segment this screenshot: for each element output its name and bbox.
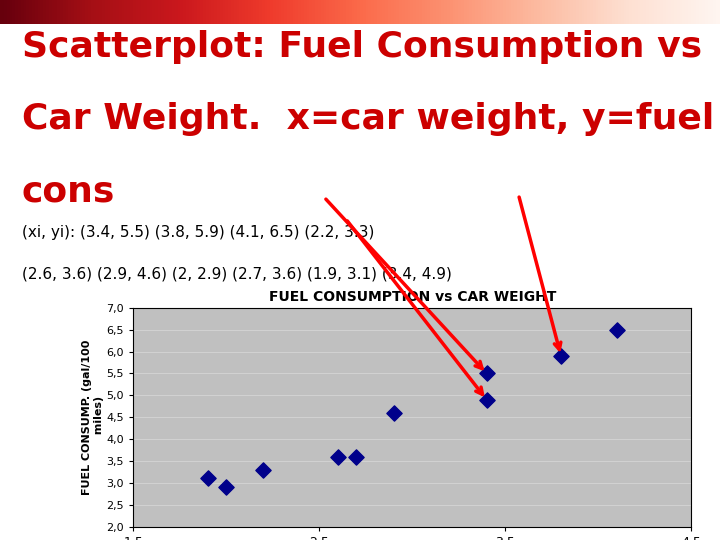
Point xyxy=(220,483,232,491)
Point xyxy=(555,352,567,360)
Text: (xi, yi): (3.4, 5.5) (3.8, 5.9) (4.1, 6.5) (2.2, 3.3): (xi, yi): (3.4, 5.5) (3.8, 5.9) (4.1, 6.… xyxy=(22,225,374,240)
Text: (2.6, 3.6) (2.9, 4.6) (2, 2.9) (2.7, 3.6) (1.9, 3.1) (3.4, 4.9): (2.6, 3.6) (2.9, 4.6) (2, 2.9) (2.7, 3.6… xyxy=(22,266,451,281)
Point xyxy=(611,325,623,334)
Title: FUEL CONSUMPTION vs CAR WEIGHT: FUEL CONSUMPTION vs CAR WEIGHT xyxy=(269,290,556,304)
Point xyxy=(258,465,269,474)
Point xyxy=(332,452,343,461)
Text: Scatterplot: Fuel Consumption vs: Scatterplot: Fuel Consumption vs xyxy=(22,30,702,64)
Point xyxy=(388,408,400,417)
Point xyxy=(481,395,492,404)
Text: Car Weight.  x=car weight, y=fuel: Car Weight. x=car weight, y=fuel xyxy=(22,102,714,136)
Y-axis label: FUEL CONSUMP. (gal/100
 miles): FUEL CONSUMP. (gal/100 miles) xyxy=(82,340,104,495)
Text: cons: cons xyxy=(22,174,115,208)
Point xyxy=(351,452,362,461)
Point xyxy=(481,369,492,378)
Point xyxy=(202,474,213,483)
